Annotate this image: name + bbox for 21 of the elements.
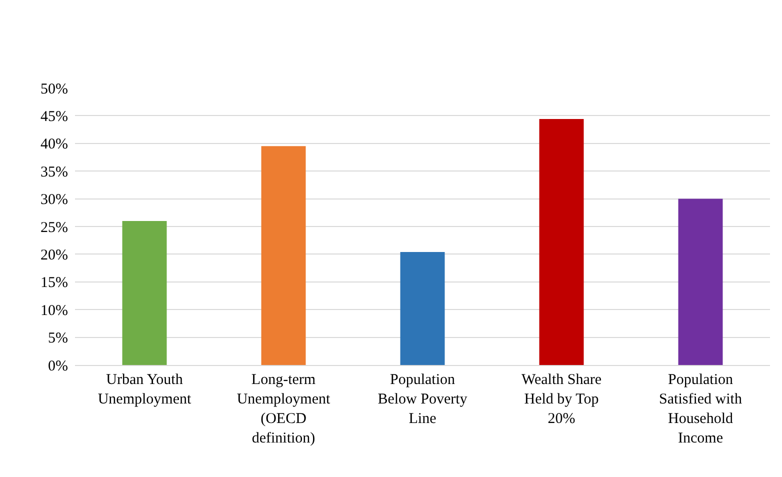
bar [261,146,306,365]
x-tick-label: Urban Youth Unemployment [98,372,192,408]
y-tick-label: 25% [40,220,68,236]
bar [678,198,723,365]
y-tick-label: 45% [40,108,68,125]
y-tick-label: 35% [40,164,68,180]
y-tick-label: 20% [40,247,68,264]
x-tick-label: Population Satisfied with Household Income [659,372,742,446]
x-tick-label: Population Below Poverty Line [378,372,468,427]
bar [400,252,445,365]
y-tick-label: 15% [40,275,68,292]
bar [122,220,167,365]
x-tick-label: Long-term Unemployment (OECD definition) [236,372,331,446]
y-tick-label: 40% [40,136,68,153]
y-tick-label: 30% [40,192,68,208]
y-tick-label: 10% [40,302,68,319]
y-tick-label: 50% [40,81,68,98]
y-tick-label: 0% [48,358,68,374]
y-tick-label: 5% [48,330,68,347]
bar [539,119,584,365]
x-tick-label: Wealth Share Held by Top 20% [521,372,602,427]
